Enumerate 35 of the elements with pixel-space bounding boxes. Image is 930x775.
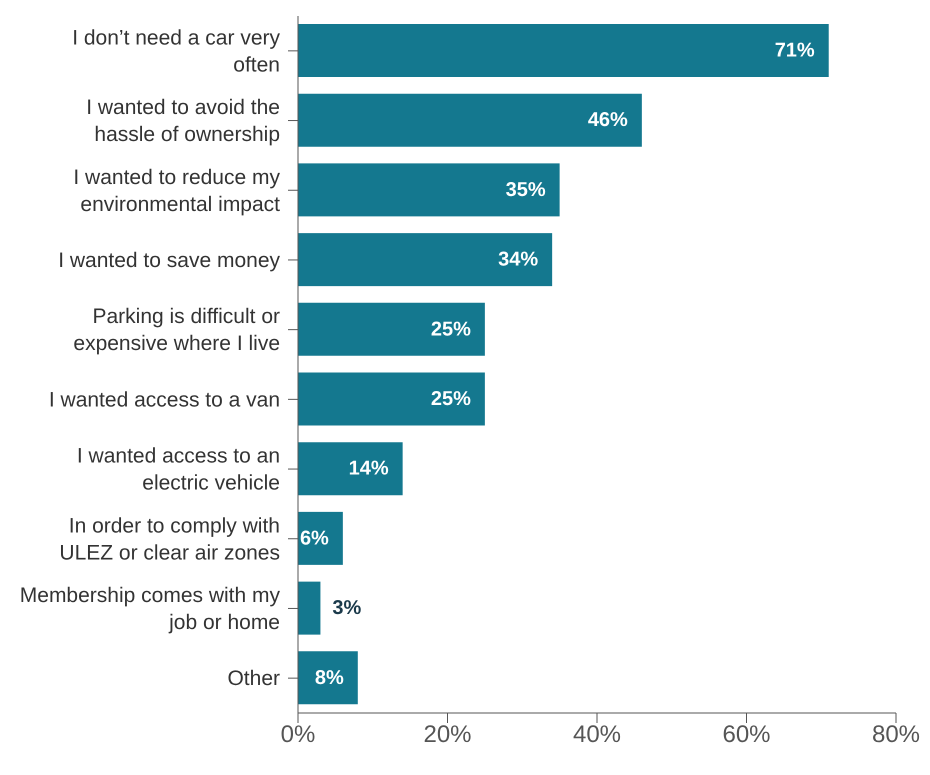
y-tick-label: I don’t need a car very often [72, 26, 280, 76]
y-tick-label: I wanted access to an electric vehicle [76, 444, 280, 494]
y-tick-label: I wanted to save money [58, 248, 280, 272]
bar [298, 442, 403, 496]
data-label: 35% [506, 178, 546, 201]
y-tick-label: In order to comply with ULEZ or clear air zones [59, 514, 280, 564]
data-label: 3% [332, 597, 362, 620]
bar [298, 233, 552, 286]
data-label: 25% [430, 318, 472, 340]
bar [298, 163, 560, 216]
y-tick-label: Other [227, 666, 280, 690]
bar [298, 372, 485, 426]
bar [298, 512, 343, 565]
data-label: 71% [774, 40, 815, 62]
data-label: 34% [498, 248, 538, 271]
y-tick-label: I wanted to reduce my environmental impact [73, 165, 280, 216]
data-label: 14% [348, 458, 389, 480]
bar [298, 24, 829, 77]
x-tick-label: 20% [423, 721, 472, 748]
y-tick-label: Membership comes with my job or home [20, 583, 280, 634]
bar [298, 582, 320, 635]
x-tick-label: 60% [722, 721, 771, 748]
y-tick-label: I wanted access to a van [48, 388, 280, 411]
bar [298, 651, 358, 704]
data-label: 6% [300, 527, 330, 550]
x-tick-label: 80% [872, 721, 920, 748]
x-tick-label: 0% [280, 721, 316, 748]
x-tick-label: 40% [572, 721, 622, 748]
bar [298, 94, 642, 147]
y-tick-label: Parking is difficult or expensive where I live [73, 304, 280, 355]
data-label: 25% [430, 388, 472, 410]
y-tick-label: I wanted to avoid the hassle of ownership [86, 96, 280, 146]
bar [298, 302, 485, 356]
data-label: 8% [314, 666, 344, 689]
data-label: 46% [588, 109, 628, 132]
